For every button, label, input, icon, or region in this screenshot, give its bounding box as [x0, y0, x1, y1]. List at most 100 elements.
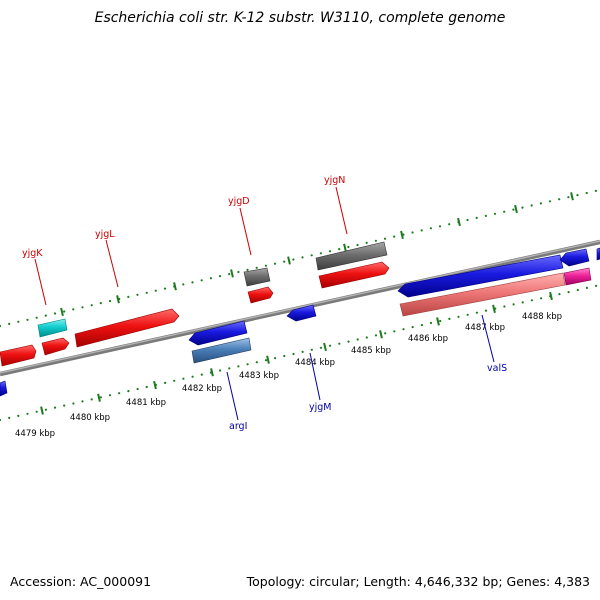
minor-tick: [292, 258, 295, 261]
major-tick: [40, 406, 44, 415]
tick-label-4483: 4483 kbp: [239, 371, 279, 381]
minor-tick: [411, 326, 414, 329]
minor-tick: [576, 194, 579, 197]
minor-tick: [292, 352, 295, 356]
minor-tick: [219, 369, 222, 372]
minor-tick: [99, 396, 102, 399]
minor-tick: [301, 256, 304, 259]
reverse-gene-arrow[interactable]: [188, 320, 248, 346]
minor-tick: [384, 332, 387, 335]
gene-label-valS[interactable]: valS: [487, 363, 507, 374]
minor-tick: [274, 357, 277, 360]
minor-tick: [448, 223, 451, 226]
tick-label-4480: 4480 kbp: [70, 413, 110, 423]
gene-label-argI[interactable]: argI: [229, 421, 247, 432]
minor-tick: [283, 354, 286, 358]
minor-tick: [163, 287, 167, 290]
minor-tick: [356, 243, 359, 247]
tick-label-4488: 4488 kbp: [522, 312, 562, 322]
minor-tick: [273, 262, 277, 265]
reverse-strand-features: [0, 247, 600, 397]
leader-line-yjgM: [309, 352, 321, 401]
minor-tick: [145, 291, 148, 294]
forward-gene-arrow[interactable]: [318, 261, 390, 289]
genome-summary-text: Topology: circular; Length: 4,646,332 bp…: [246, 574, 590, 589]
major-tick: [116, 295, 120, 304]
steelblue-feature[interactable]: [191, 337, 252, 364]
tick-label-4484: 4484 kbp: [295, 358, 335, 368]
minor-tick: [521, 206, 524, 209]
tick-label-4481: 4481 kbp: [126, 398, 166, 408]
cyan-feature[interactable]: [37, 318, 68, 338]
major-tick: [173, 282, 177, 291]
leader-line-yjgK: [34, 258, 47, 306]
major-tick: [514, 204, 518, 214]
minor-tick: [0, 418, 2, 422]
leader-line-valS: [481, 314, 495, 363]
forward-gene-arrow[interactable]: [41, 337, 70, 356]
minor-tick: [585, 191, 588, 195]
minor-tick: [182, 283, 185, 286]
minor-tick: [539, 202, 543, 205]
gene-label-yjgM[interactable]: yjgM: [309, 402, 332, 413]
major-tick: [60, 307, 64, 317]
tick-label-4486: 4486 kbp: [408, 334, 448, 344]
minor-tick: [383, 237, 387, 240]
leader-line-argI: [226, 371, 239, 421]
minor-tick: [420, 324, 423, 327]
minor-tick: [329, 344, 332, 347]
gray-feature[interactable]: [243, 267, 271, 287]
minor-tick: [81, 306, 84, 309]
minor-tick: [17, 414, 20, 417]
tick-label-4485: 4485 kbp: [351, 346, 391, 356]
minor-tick: [438, 225, 442, 228]
tick-label-4482: 4482 kbp: [182, 384, 222, 394]
pink-feature[interactable]: [563, 267, 592, 286]
forward-strand-features: [0, 241, 390, 367]
major-tick: [97, 393, 101, 402]
minor-tick: [374, 334, 378, 337]
major-tick: [343, 243, 347, 252]
gene-label-yjgL[interactable]: yjgL: [95, 229, 115, 240]
forward-gene-arrow[interactable]: [0, 344, 37, 367]
minor-tick: [493, 212, 497, 215]
minor-tick: [594, 189, 598, 192]
minor-tick: [246, 363, 249, 366]
major-tick: [492, 304, 496, 314]
minor-tick: [173, 379, 176, 382]
forward-gene-arrow[interactable]: [74, 308, 180, 348]
reverse-gene-arrow[interactable]: [596, 247, 600, 261]
forward-gene-arrow[interactable]: [247, 286, 274, 304]
major-tick: [210, 368, 214, 377]
minor-tick: [567, 291, 570, 294]
reverse-gene-arrow[interactable]: [0, 380, 8, 397]
upper-tick-track: [0, 189, 598, 328]
major-tick: [436, 317, 440, 326]
minor-tick: [310, 254, 313, 257]
minor-tick: [365, 336, 368, 339]
reverse-gene-arrow[interactable]: [286, 304, 317, 322]
minor-tick: [457, 315, 460, 318]
minor-tick: [439, 319, 442, 323]
minor-tick: [402, 328, 405, 331]
minor-tick: [26, 412, 29, 415]
gene-label-yjgD[interactable]: yjgD: [228, 196, 250, 207]
minor-tick: [228, 273, 231, 276]
minor-tick: [301, 350, 304, 353]
minor-tick: [63, 310, 66, 313]
leader-line-yjgL: [105, 239, 119, 288]
salmon-feature[interactable]: [399, 272, 566, 317]
minor-tick: [237, 365, 240, 368]
gene-label-yjgN[interactable]: yjgN: [324, 175, 345, 186]
minor-tick: [365, 241, 368, 244]
minor-tick: [191, 281, 194, 284]
leader-line-yjgD: [239, 207, 252, 256]
minor-tick: [374, 239, 377, 242]
minor-tick: [136, 293, 139, 296]
gray-feature[interactable]: [315, 241, 388, 271]
gene-label-yjgK[interactable]: yjgK: [22, 248, 43, 259]
reverse-gene-arrow[interactable]: [397, 254, 564, 298]
reverse-gene-arrow[interactable]: [559, 248, 590, 267]
minor-tick: [35, 410, 38, 413]
minor-tick: [466, 313, 469, 316]
